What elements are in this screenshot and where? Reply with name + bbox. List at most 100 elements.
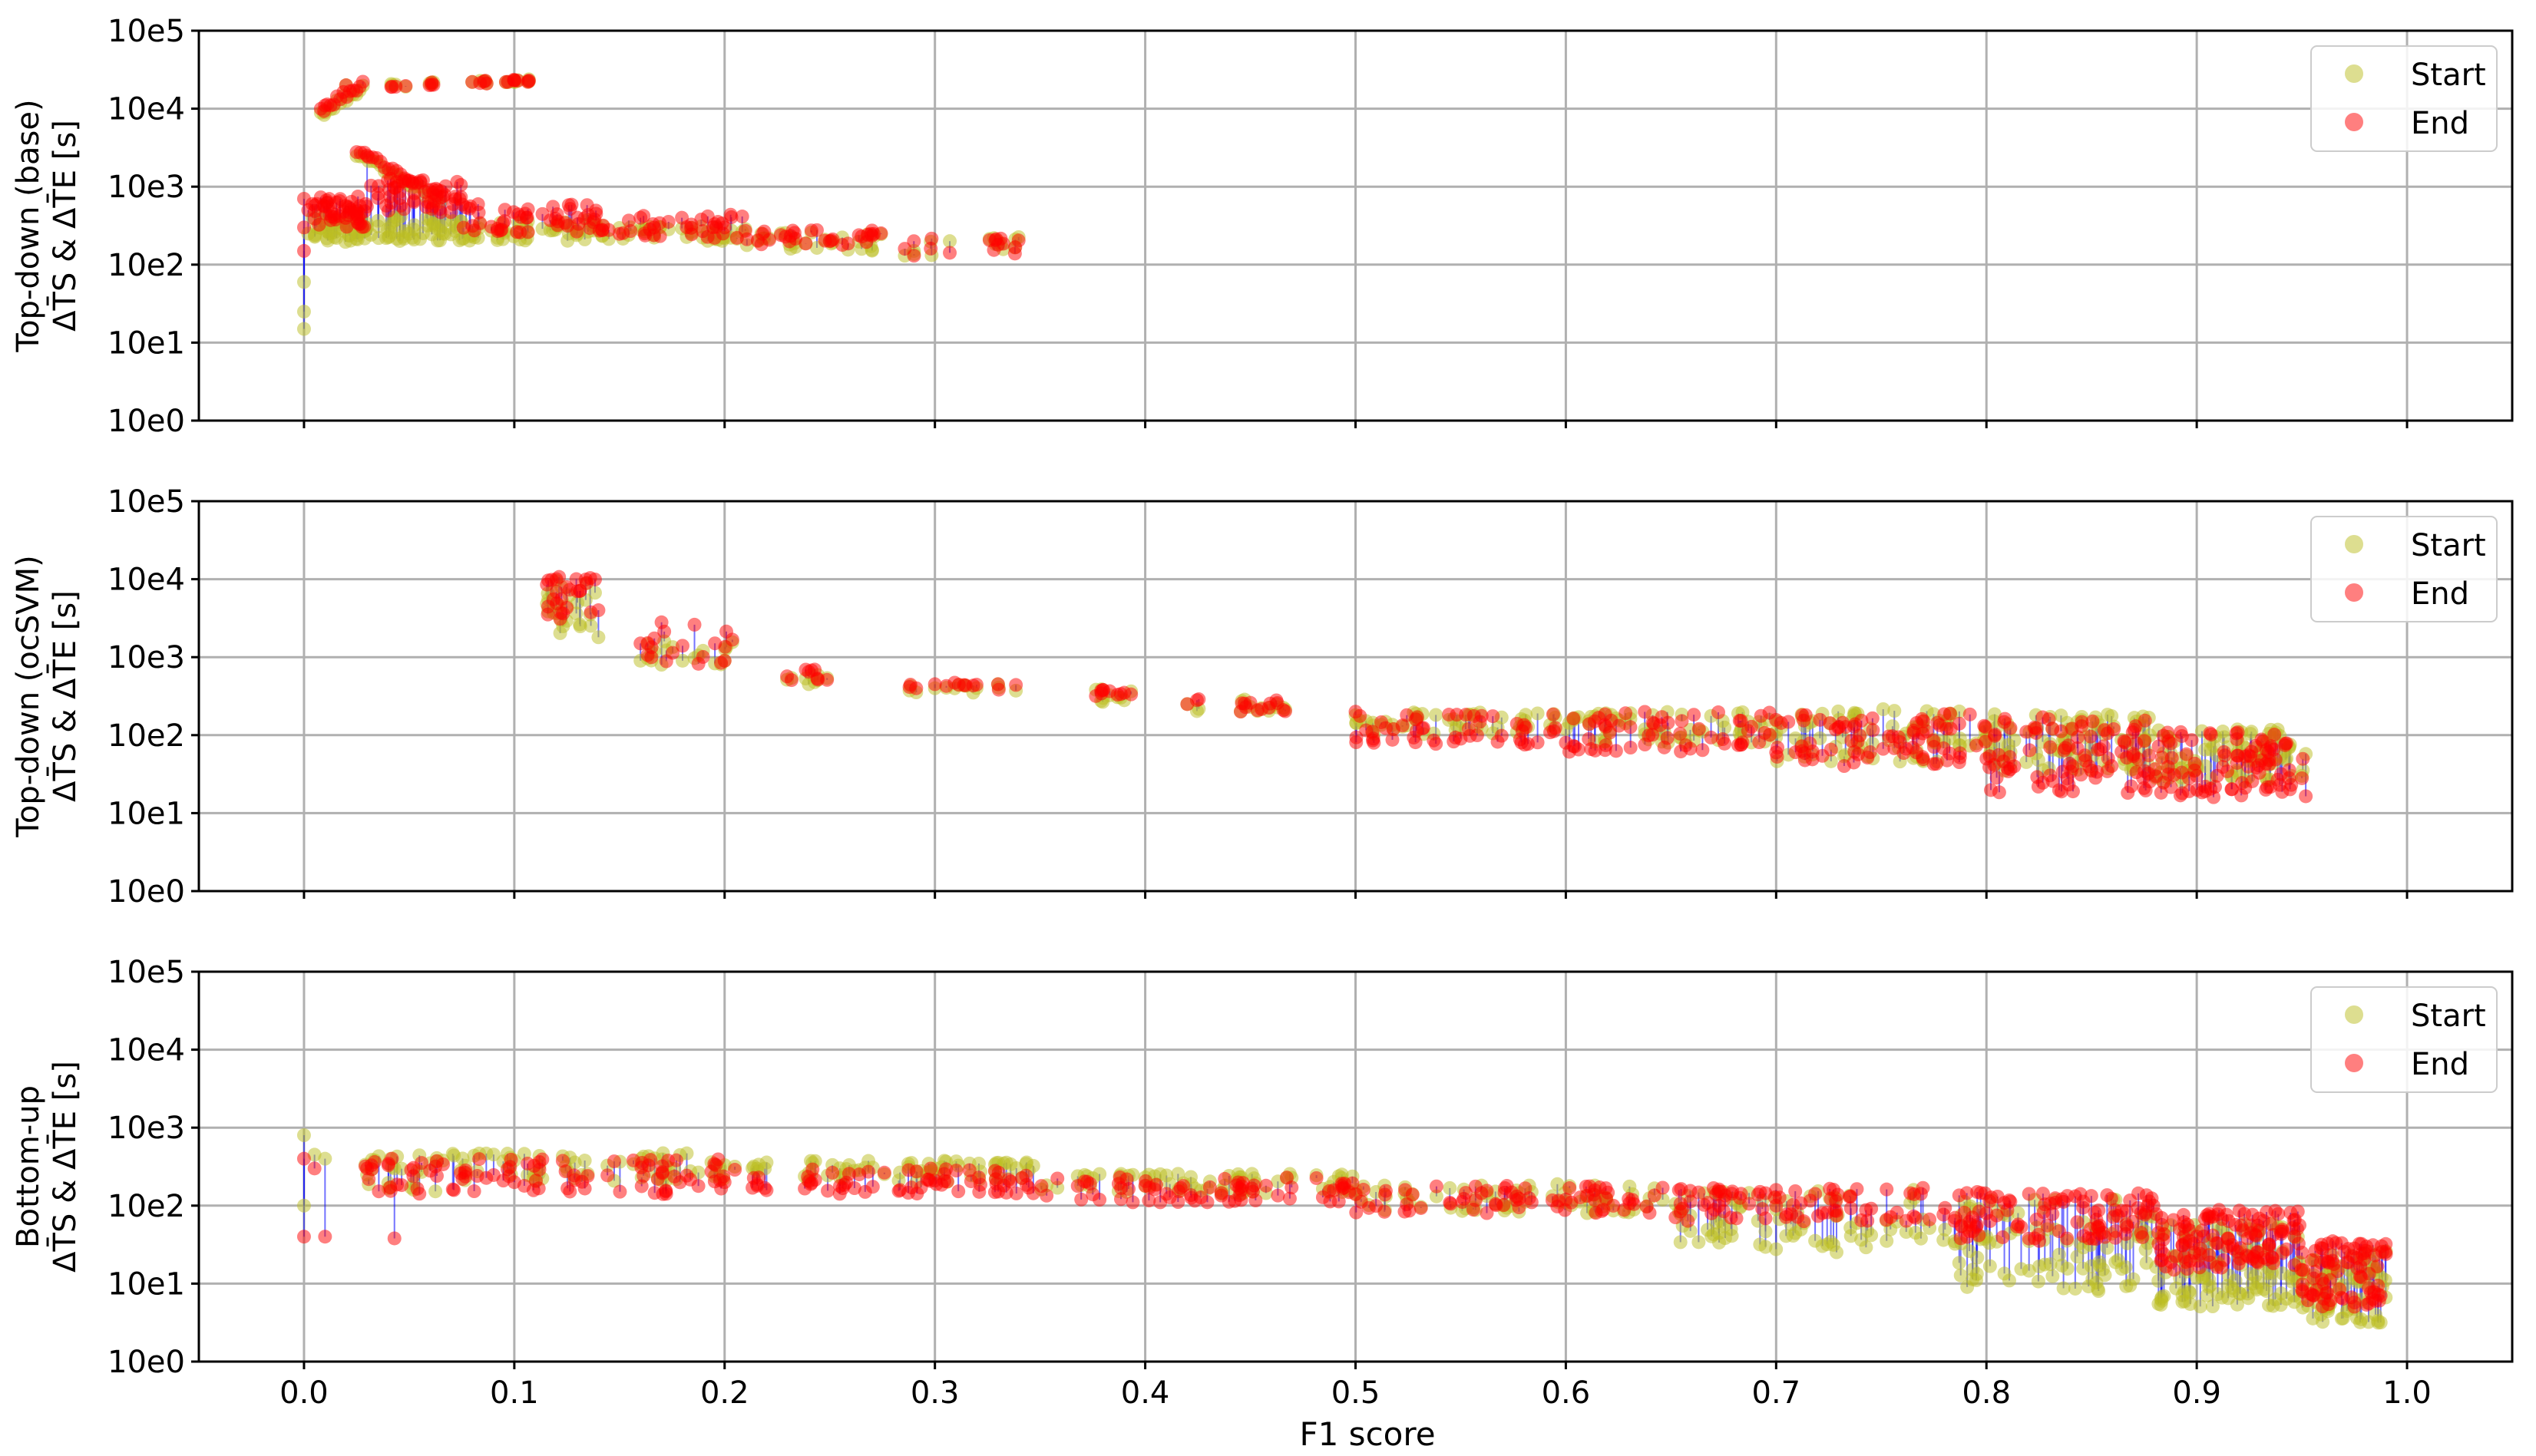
end-point — [2306, 1271, 2321, 1286]
end-point — [1695, 743, 1710, 758]
end-point — [438, 179, 453, 193]
end-point — [1843, 1201, 1858, 1216]
end-points — [296, 72, 1026, 263]
end-point — [907, 234, 921, 249]
end-point — [1813, 712, 1827, 727]
start-point — [570, 596, 585, 610]
end-point — [2278, 736, 2293, 751]
end-point — [1003, 1174, 1018, 1189]
end-point — [2030, 770, 2045, 784]
y-tick-label: 10e2 — [107, 1189, 185, 1224]
end-point — [558, 216, 573, 230]
end-point — [1826, 1182, 1840, 1197]
start-point — [327, 229, 342, 244]
legend-label-start: Start — [2411, 528, 2486, 563]
end-point — [554, 606, 568, 620]
end-point — [595, 223, 610, 238]
end-point — [2071, 730, 2085, 745]
start-point — [1673, 1235, 1688, 1250]
end-point — [1808, 1187, 1823, 1201]
end-point — [1742, 1197, 1757, 1211]
end-point — [1952, 716, 1966, 731]
end-point — [2022, 743, 2037, 758]
end-point — [1050, 1171, 1065, 1186]
start-point — [1758, 1224, 1773, 1239]
end-point — [389, 80, 403, 94]
end-point — [433, 205, 448, 220]
end-point — [1795, 708, 1810, 722]
end-point — [1715, 732, 1730, 747]
end-point — [1829, 1194, 1843, 1209]
end-point — [684, 220, 699, 235]
end-point — [1972, 1228, 1986, 1243]
end-point — [717, 220, 732, 235]
end-point — [1992, 785, 2006, 800]
start-point — [1003, 1157, 1018, 1171]
end-point — [2179, 747, 2194, 761]
end-point — [570, 210, 585, 225]
end-point — [1377, 1204, 1392, 1219]
end-point — [877, 1165, 891, 1180]
start-point — [382, 229, 397, 243]
end-point — [312, 217, 326, 232]
legend-label-start: Start — [2411, 999, 2486, 1034]
end-point — [2368, 1293, 2382, 1308]
end-point — [1456, 1191, 1471, 1206]
end-point — [2043, 740, 2058, 754]
end-point — [1865, 711, 1880, 725]
end-point — [1009, 1186, 1023, 1200]
end-point — [675, 210, 689, 225]
y-axis-label: Bottom-up — [11, 1085, 46, 1248]
x-tick-label: 0.8 — [1962, 1375, 2011, 1411]
end-point — [1398, 1183, 1413, 1197]
end-point — [2075, 715, 2089, 729]
start-point — [2273, 1298, 2288, 1312]
end-point — [2048, 1191, 2062, 1206]
end-point — [2252, 1223, 2267, 1238]
end-point — [1732, 714, 1747, 728]
legend-label-end: End — [2411, 576, 2469, 612]
start-point — [2244, 725, 2259, 739]
start-point — [1938, 1222, 1952, 1236]
start-point — [1718, 1231, 1732, 1246]
start-point — [420, 218, 435, 233]
end-point — [654, 615, 669, 629]
start-point — [307, 1147, 322, 1162]
end-point — [2003, 1194, 2018, 1209]
end-point — [1717, 1204, 1731, 1219]
end-point — [1757, 725, 1772, 740]
end-point — [1480, 1206, 1494, 1220]
end-point — [2203, 1255, 2217, 1269]
end-point — [2271, 1207, 2286, 1221]
subplot-2: 10e0 10e1 10e2 10e3 10e4 10e5 Top-down (ocSVM)… — [11, 484, 2514, 910]
start-point — [1429, 1189, 1443, 1203]
end-point — [2183, 1253, 2197, 1268]
end-point — [1517, 738, 1532, 752]
end-point — [947, 675, 962, 690]
end-point — [1952, 1188, 1966, 1203]
end-point — [822, 234, 837, 249]
start-point — [2216, 725, 2230, 739]
end-point — [2175, 786, 2190, 801]
end-point — [2003, 721, 2018, 735]
end-point — [1962, 707, 1977, 721]
end-point — [940, 1174, 954, 1189]
end-point — [1741, 724, 1755, 738]
end-point — [2029, 1212, 2044, 1227]
end-point — [1385, 732, 1400, 747]
end-point — [1588, 1193, 1602, 1207]
end-point — [924, 231, 939, 246]
start-point — [1153, 1167, 1168, 1181]
end-point — [1639, 1199, 1654, 1213]
end-point — [2230, 748, 2245, 763]
end-point — [1734, 738, 1748, 752]
end-point — [1995, 1230, 2010, 1244]
end-point — [296, 1230, 311, 1244]
end-point — [990, 677, 1005, 692]
end-point — [2129, 736, 2144, 751]
end-point — [2231, 1256, 2246, 1271]
y-tick-label: 10e4 — [107, 563, 185, 598]
end-point — [2379, 1236, 2393, 1251]
end-point — [1919, 724, 1934, 738]
